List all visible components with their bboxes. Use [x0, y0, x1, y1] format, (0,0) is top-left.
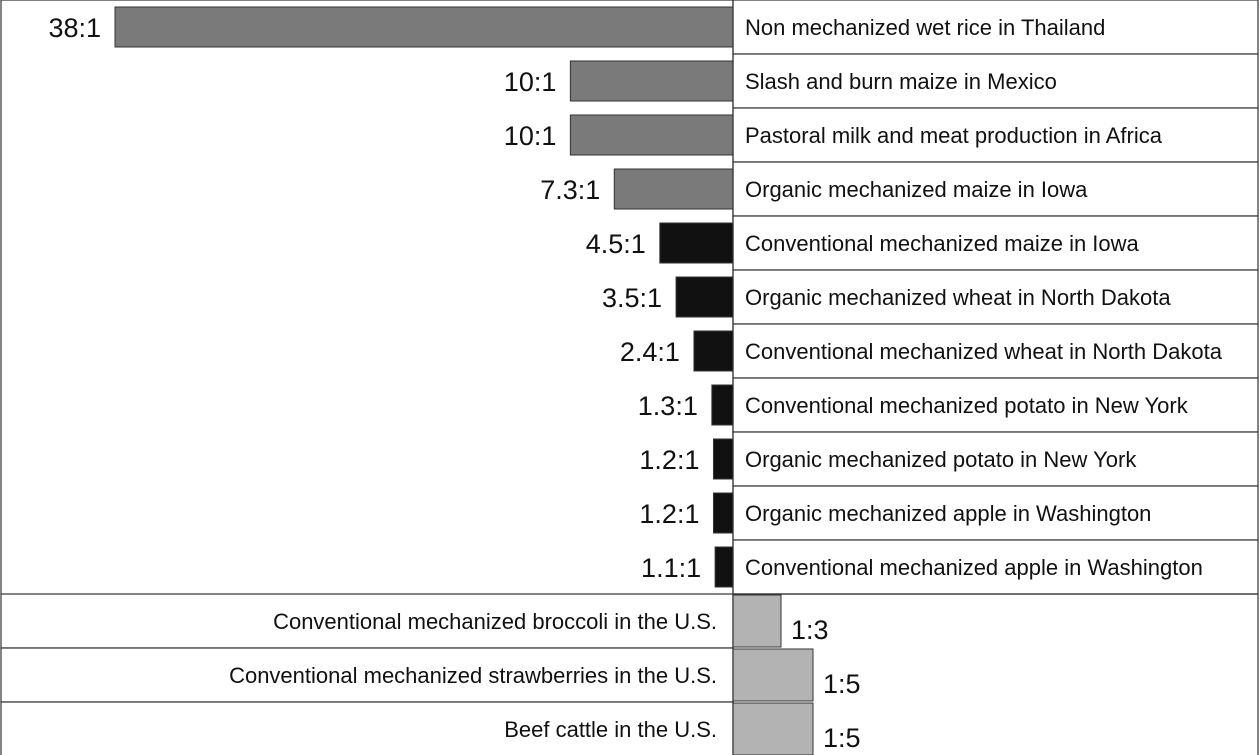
ratio-label: 1.1:1	[641, 553, 701, 583]
category-label: Organic mechanized apple in Washington	[745, 501, 1151, 526]
bar	[711, 384, 734, 426]
ratio-label: 1.2:1	[639, 445, 699, 475]
category-box	[732, 431, 1259, 487]
category-label: Slash and burn maize in Mexico	[745, 69, 1057, 94]
category-label: Pastoral milk and meat production in Afr…	[745, 123, 1163, 148]
category-box	[732, 161, 1259, 217]
category-box	[0, 701, 734, 755]
category-label: Organic mechanized wheat in North Dakota	[745, 285, 1171, 310]
ratio-label: 1:3	[791, 615, 829, 645]
category-label: Conventional mechanized apple in Washing…	[745, 555, 1203, 580]
ratio-label: 1.3:1	[638, 391, 698, 421]
category-label: Conventional mechanized maize in Iowa	[745, 231, 1140, 256]
ratio-label: 2.4:1	[620, 337, 680, 367]
category-label: Organic mechanized potato in New York	[745, 447, 1137, 472]
category-box	[732, 377, 1259, 433]
ratio-label: 38:1	[48, 13, 101, 43]
bar	[114, 6, 734, 48]
ratio-label: 10:1	[504, 67, 557, 97]
ratio-label: 7.3:1	[540, 175, 600, 205]
bar	[693, 330, 734, 372]
bar	[732, 594, 782, 648]
category-label: Conventional mechanized potato in New Yo…	[745, 393, 1189, 418]
category-box	[732, 539, 1259, 595]
bar	[714, 546, 734, 588]
bar	[659, 222, 734, 264]
category-label: Organic mechanized maize in Iowa	[745, 177, 1088, 202]
category-label: Non mechanized wet rice in Thailand	[745, 15, 1105, 40]
bar	[732, 648, 814, 702]
category-box	[0, 593, 734, 649]
ratio-label: 10:1	[504, 121, 557, 151]
bar	[569, 60, 734, 102]
bar	[712, 492, 734, 534]
bar	[569, 114, 734, 156]
bar	[732, 702, 814, 755]
category-label: Conventional mechanized strawberries in …	[229, 663, 717, 688]
bar	[712, 438, 734, 480]
category-box	[732, 0, 1259, 55]
ratio-label: 1.2:1	[639, 499, 699, 529]
category-box	[0, 647, 734, 703]
category-label: Conventional mechanized wheat in North D…	[745, 339, 1223, 364]
category-label: Conventional mechanized broccoli in the …	[273, 609, 717, 634]
category-box	[732, 53, 1259, 109]
category-label: Beef cattle in the U.S.	[504, 717, 717, 742]
bar	[675, 276, 734, 318]
ratio-label: 4.5:1	[586, 229, 646, 259]
category-box	[732, 485, 1259, 541]
ratio-label: 1:5	[823, 723, 861, 753]
ratio-label: 3.5:1	[602, 283, 662, 313]
ratio-label: 1:5	[823, 669, 861, 699]
bar	[613, 168, 734, 210]
